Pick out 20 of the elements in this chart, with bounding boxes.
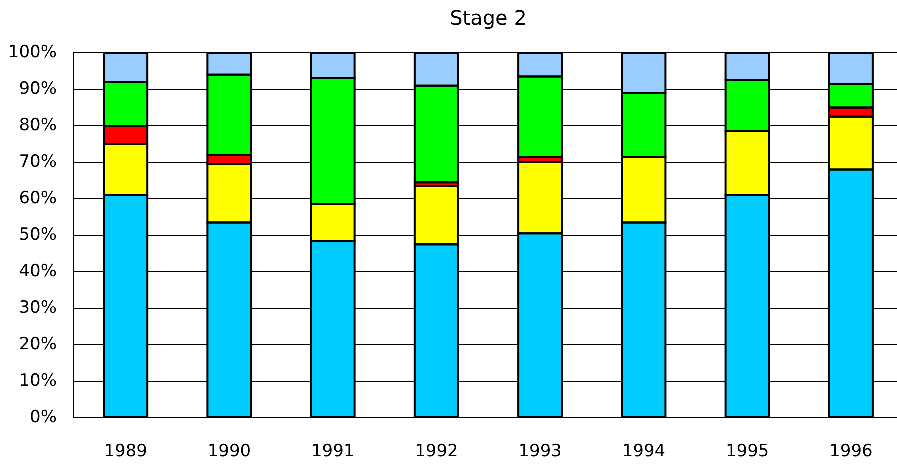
y-tick-label: 0% — [30, 407, 57, 428]
y-tick-label: 50% — [19, 224, 57, 245]
x-tick-label: 1993 — [518, 442, 562, 462]
x-tick-label: 1989 — [104, 442, 148, 462]
y-tick-label: 60% — [19, 188, 57, 208]
y-tick-label: 10% — [19, 370, 57, 391]
y-tick-label: 100% — [8, 42, 57, 62]
y-tick-label: 70% — [19, 152, 57, 172]
x-tick-label: 1995 — [726, 442, 770, 462]
chart-title: Stage 2 — [450, 6, 527, 30]
y-tick-label: 20% — [19, 334, 57, 354]
x-tick-label: 1991 — [311, 442, 355, 462]
x-tick-label: 1992 — [415, 442, 458, 462]
x-tick-label: 1990 — [208, 442, 252, 462]
y-tick-label: 40% — [19, 261, 57, 282]
x-tick-label: 1994 — [622, 442, 666, 462]
y-tick-label: 90% — [19, 78, 57, 99]
y-tick-label: 30% — [19, 298, 57, 318]
x-tick-label: 1996 — [830, 442, 873, 462]
y-tick-label: 80% — [19, 115, 57, 136]
